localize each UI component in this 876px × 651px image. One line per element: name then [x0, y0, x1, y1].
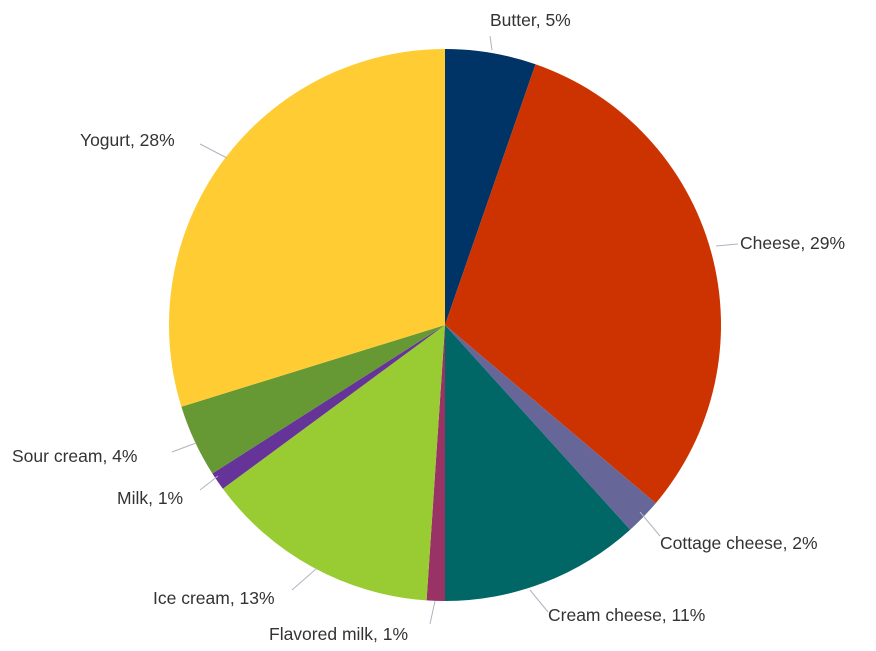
- leader-line-ice-cream: [291, 568, 317, 591]
- label-sour-cream: Sour cream, 4%: [12, 446, 137, 466]
- label-cheese: Cheese, 29%: [740, 233, 845, 253]
- slice-butter: [445, 49, 536, 325]
- slice-sour-cream: [181, 325, 445, 474]
- slice-ice-cream: [222, 325, 445, 601]
- leader-line-flavored-milk: [429, 600, 436, 625]
- leader-line-yogurt: [199, 143, 228, 159]
- pie-slices: [168, 49, 721, 601]
- slice-cottage-cheese: [445, 325, 656, 530]
- label-butter: Butter, 5%: [490, 10, 571, 30]
- label-milk: Milk, 1%: [117, 488, 183, 508]
- leader-line-sour-cream: [171, 442, 197, 453]
- label-ice-cream: Ice cream, 13%: [153, 588, 275, 608]
- slice-labels: Butter, 5% Cheese, 29% Cottage cheese, 2% C…: [12, 10, 845, 644]
- label-flavored-milk: Flavored milk, 1%: [269, 624, 408, 644]
- label-yogurt: Yogurt, 28%: [80, 130, 175, 150]
- leader-line-butter: [489, 35, 493, 51]
- label-cottage-cheese: Cottage cheese, 2%: [660, 533, 818, 553]
- leader-line-cream-cheese: [529, 589, 549, 613]
- leader-line-cheese: [715, 243, 739, 247]
- leader-line-cottage-cheese: [639, 511, 661, 537]
- slice-yogurt: [168, 49, 446, 407]
- leader-lines: [171, 35, 739, 625]
- slice-flavored-milk: [426, 325, 445, 601]
- slice-cream-cheese: [445, 325, 631, 601]
- label-cream-cheese: Cream cheese, 11%: [548, 605, 705, 625]
- leader-line-milk: [199, 475, 219, 491]
- slice-cheese: [445, 64, 721, 504]
- slice-milk: [212, 325, 445, 489]
